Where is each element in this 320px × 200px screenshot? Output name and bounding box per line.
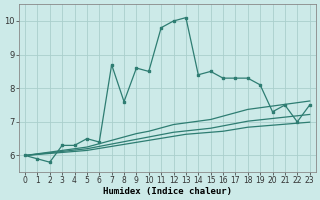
X-axis label: Humidex (Indice chaleur): Humidex (Indice chaleur) (103, 187, 232, 196)
